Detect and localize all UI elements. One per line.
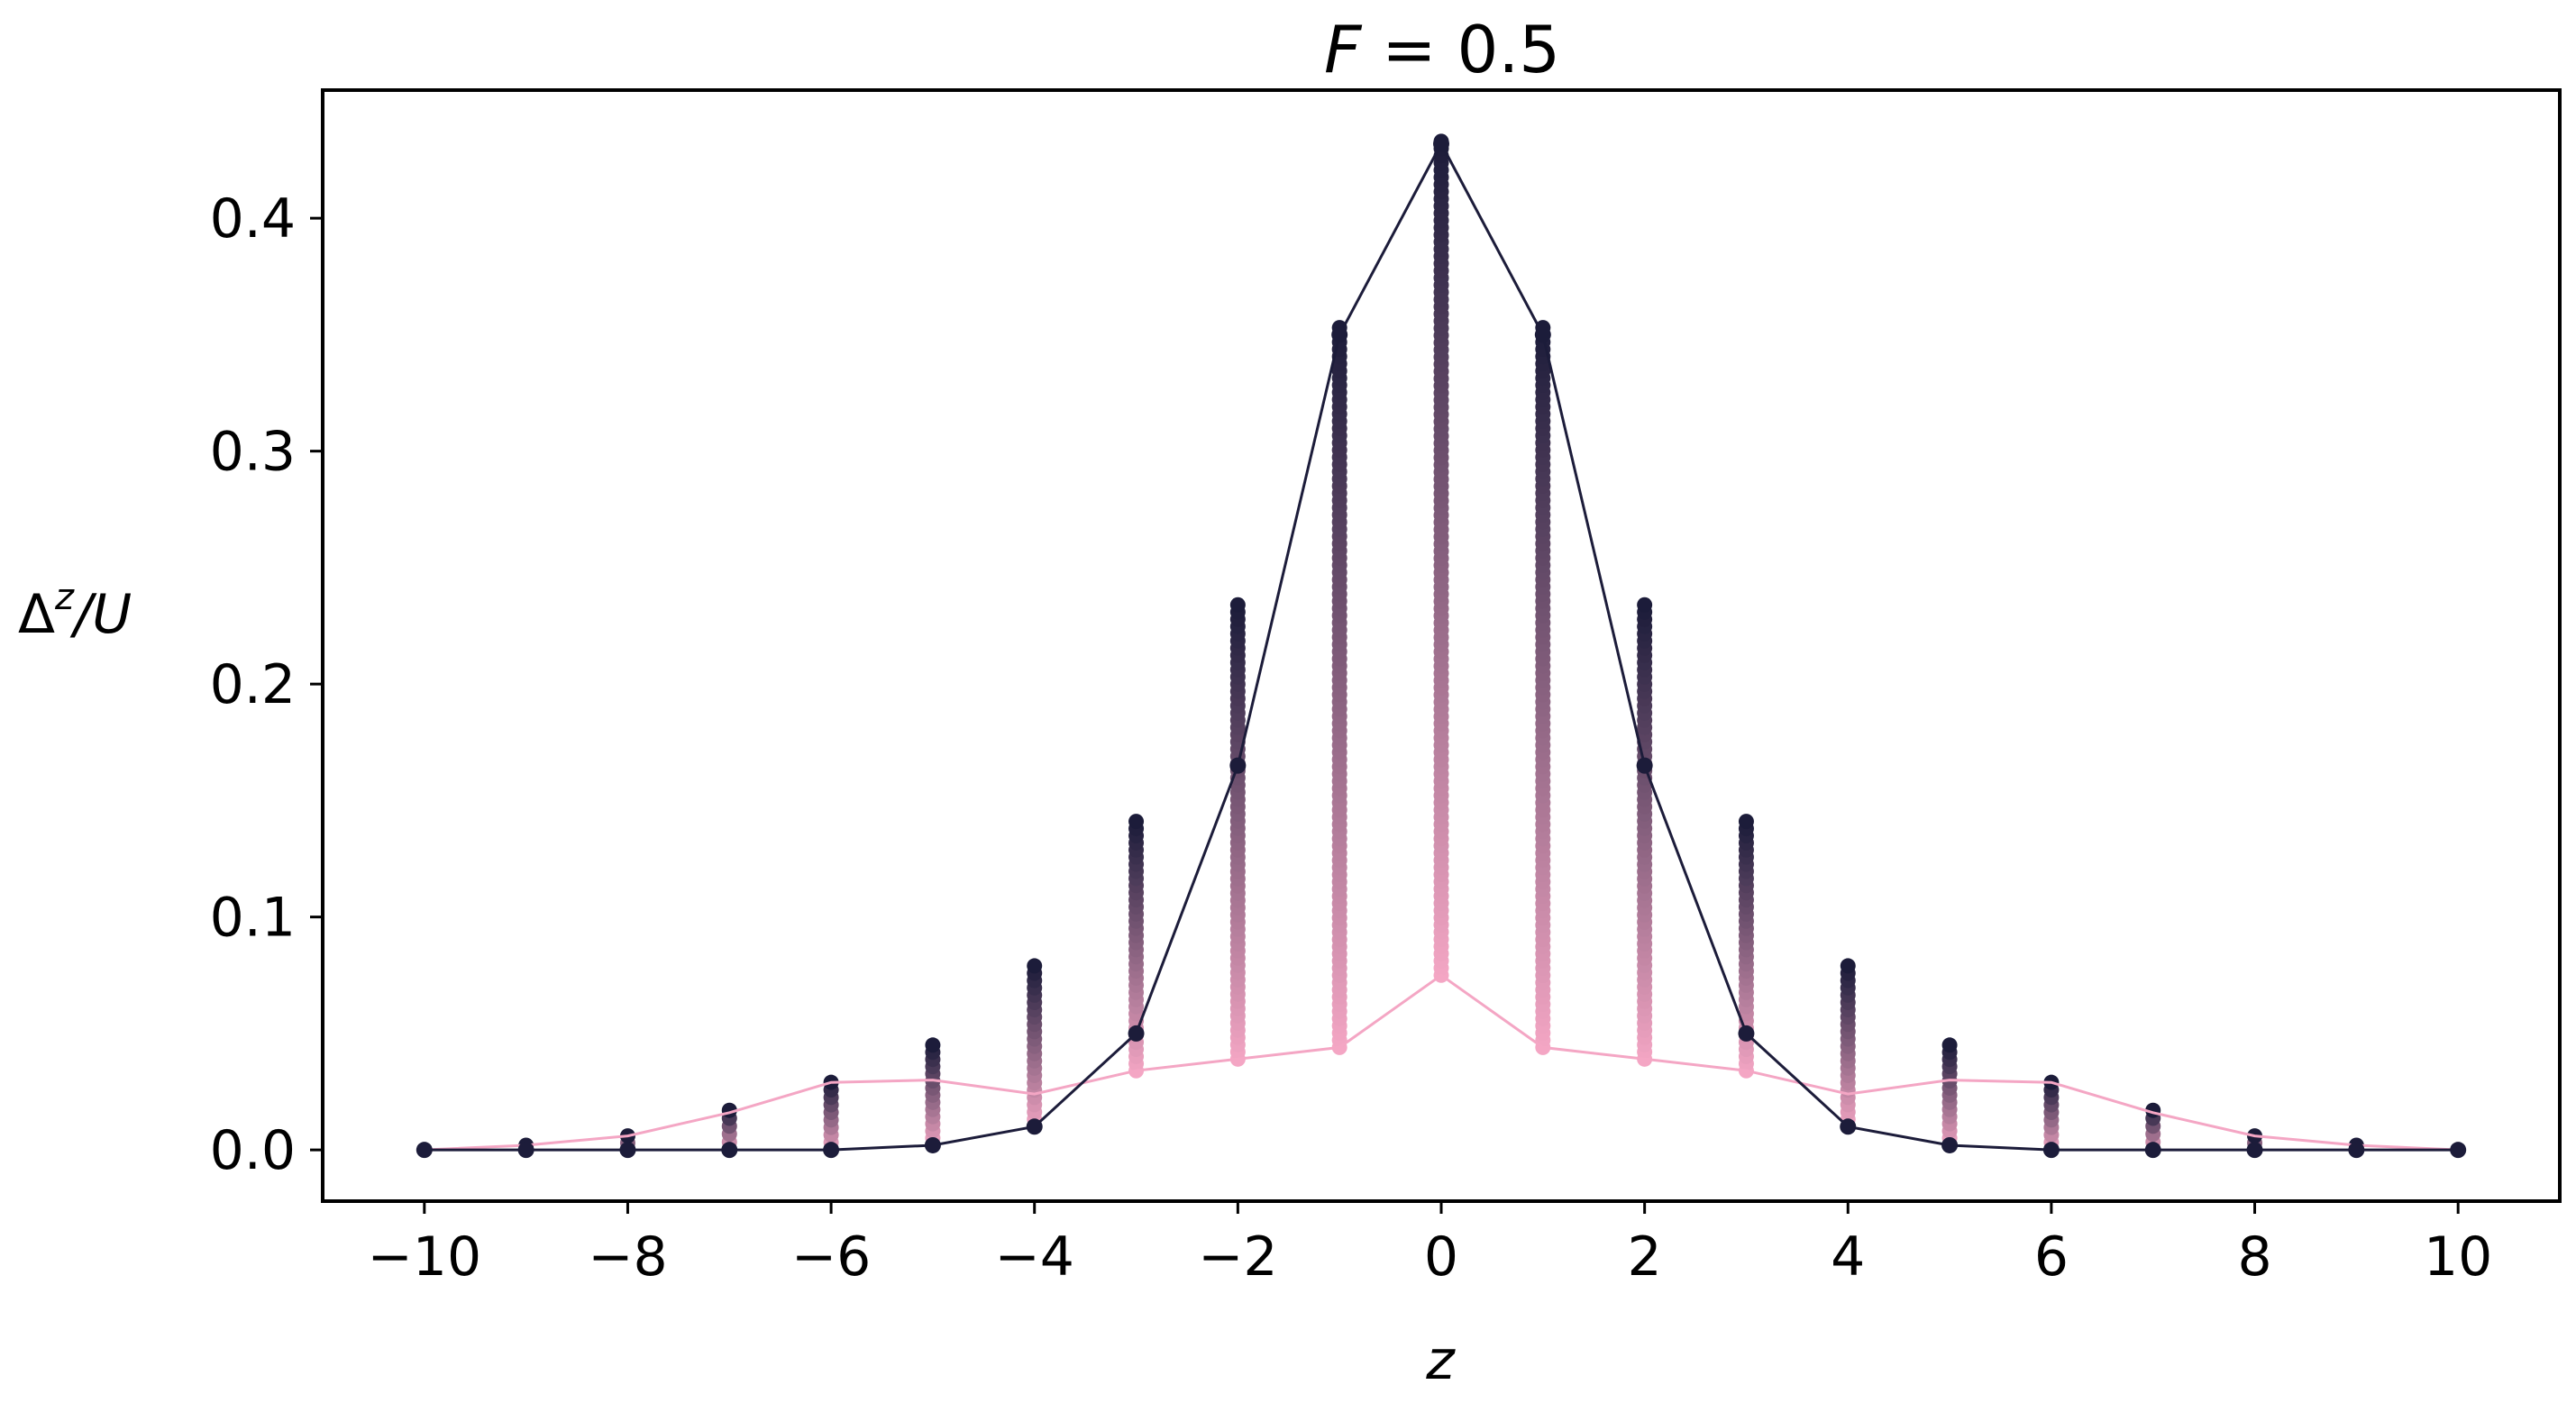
final-point <box>1534 326 1551 343</box>
final-point <box>416 1142 433 1159</box>
final-point <box>619 1142 636 1159</box>
final-point <box>1331 326 1348 343</box>
point-column <box>1840 958 1856 1134</box>
x-tick-label: −8 <box>588 1225 667 1289</box>
final-point <box>2246 1142 2263 1159</box>
final-point <box>1941 1136 1959 1153</box>
y-tick-label: 0.3 <box>210 421 296 484</box>
final-point <box>924 1136 941 1153</box>
chart-title-rest: = 0.5 <box>1361 12 1560 87</box>
y-tick-label: 0.0 <box>210 1119 296 1182</box>
final-point <box>1636 757 1653 774</box>
chart-title: F = 0.5 <box>1324 12 1560 87</box>
point-column <box>1331 320 1347 1055</box>
final-point <box>1229 757 1247 774</box>
final-point <box>1840 1118 1857 1135</box>
final-point <box>1433 135 1449 152</box>
x-tick-label: −10 <box>368 1225 482 1289</box>
x-tick-label: 10 <box>2424 1225 2492 1289</box>
y-axis-label-sup: z <box>54 577 75 618</box>
final-point <box>2144 1142 2161 1159</box>
point-column <box>1128 814 1145 1079</box>
point-column <box>1941 1037 1958 1153</box>
point-column <box>1637 597 1653 1067</box>
final-point <box>2042 1142 2060 1159</box>
data-point <box>1840 958 1856 974</box>
y-tick-label: 0.4 <box>210 187 296 251</box>
y-axis-label: Δz/U <box>18 577 132 646</box>
data-point <box>1941 1037 1958 1053</box>
y-axis-label-rest: /U <box>69 583 132 646</box>
point-column <box>1027 958 1043 1134</box>
final-point <box>517 1142 534 1159</box>
final-point <box>2450 1142 2467 1159</box>
data-point <box>925 1037 941 1053</box>
x-axis: −10 −8 −6 −4 −2 0 2 4 6 8 10 <box>368 1201 2492 1289</box>
x-tick-label: 8 <box>2237 1225 2271 1289</box>
point-column <box>1433 133 1449 983</box>
data-point <box>1637 597 1653 613</box>
x-tick-label: 0 <box>1424 1225 1458 1289</box>
data-point <box>1229 597 1246 613</box>
point-column <box>925 1037 941 1153</box>
x-tick-label: 6 <box>2034 1225 2069 1289</box>
final-point <box>823 1142 840 1159</box>
series-line-pink-line <box>424 973 2459 1152</box>
x-tick-label: −4 <box>995 1225 1074 1289</box>
y-axis: 0.0 0.1 0.2 0.3 0.4 <box>210 187 323 1182</box>
final-point <box>2348 1142 2365 1159</box>
x-axis-label: z <box>1425 1329 1456 1392</box>
point-column <box>1229 597 1246 1067</box>
final-point <box>1026 1118 1043 1135</box>
plot-area <box>416 133 2467 1159</box>
y-tick-label: 0.1 <box>210 887 296 950</box>
final-point <box>1738 1025 1755 1042</box>
final-point <box>1128 1025 1145 1042</box>
y-tick-label: 0.2 <box>210 653 296 716</box>
data-point <box>1738 814 1754 830</box>
x-tick-label: 4 <box>1831 1225 1865 1289</box>
final-point <box>721 1142 738 1159</box>
x-tick-label: 2 <box>1628 1225 1662 1289</box>
x-tick-label: −2 <box>1198 1225 1277 1289</box>
point-column <box>1535 320 1551 1055</box>
data-point <box>1027 958 1043 974</box>
data-point <box>1128 814 1145 830</box>
chart-title-var: F <box>1324 12 1363 87</box>
x-tick-label: −6 <box>791 1225 871 1289</box>
y-axis-label-base: Δ <box>18 583 55 646</box>
